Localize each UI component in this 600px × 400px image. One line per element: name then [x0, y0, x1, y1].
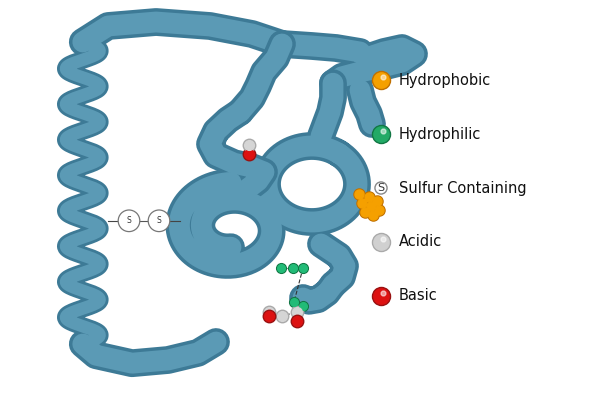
- Text: S: S: [127, 216, 131, 225]
- Circle shape: [148, 210, 170, 232]
- Text: S: S: [377, 183, 385, 193]
- Text: Basic: Basic: [399, 288, 438, 304]
- Circle shape: [118, 210, 140, 232]
- Text: Hydrophilic: Hydrophilic: [399, 126, 481, 142]
- Text: Hydrophobic: Hydrophobic: [399, 72, 491, 88]
- Text: Sulfur Containing: Sulfur Containing: [399, 180, 527, 196]
- Text: Acidic: Acidic: [399, 234, 442, 250]
- Circle shape: [375, 182, 387, 194]
- Text: S: S: [157, 216, 161, 225]
